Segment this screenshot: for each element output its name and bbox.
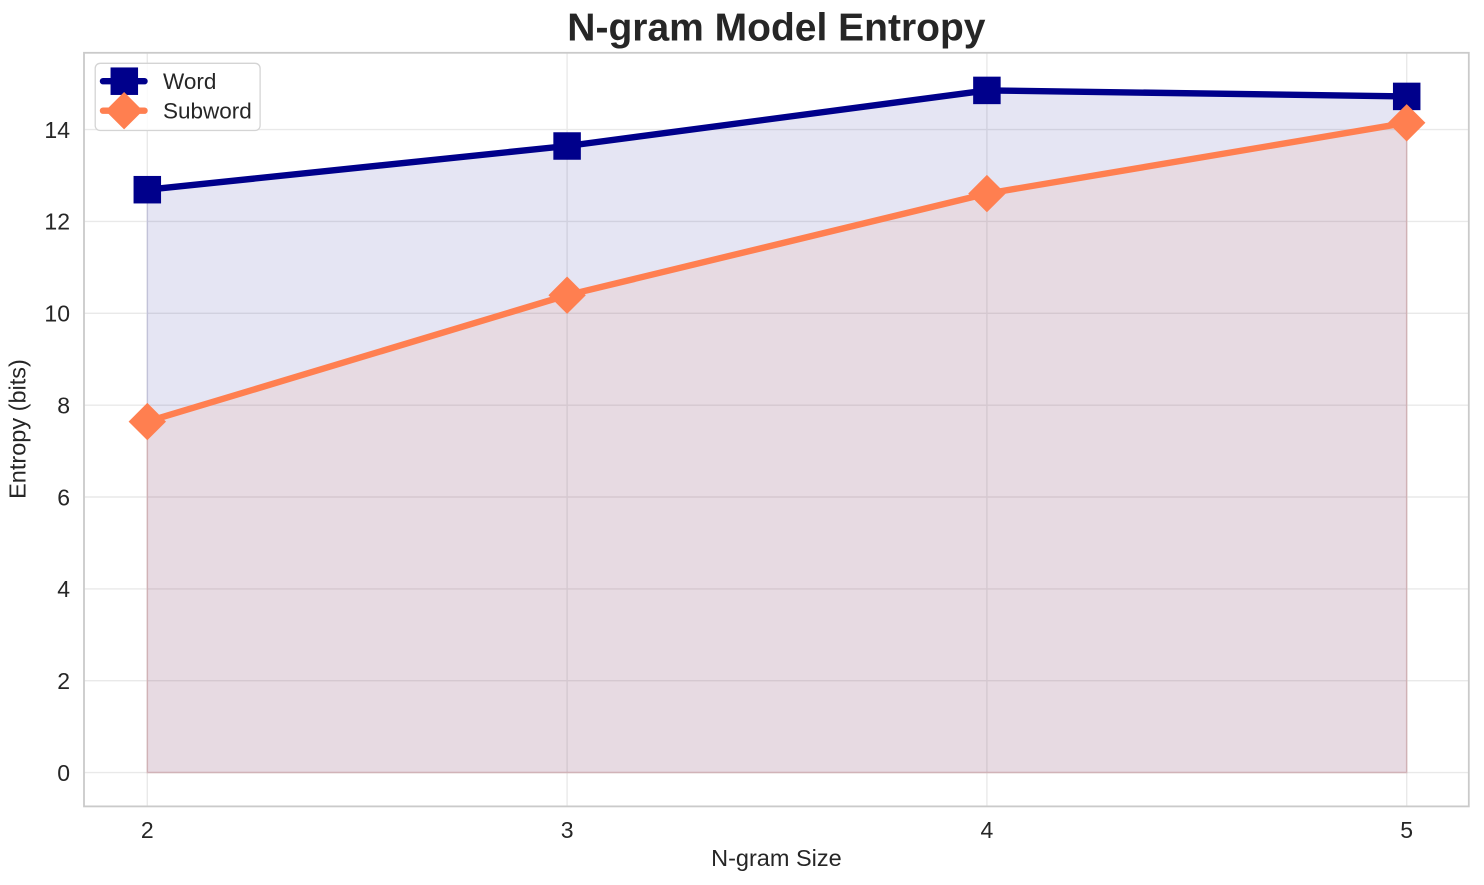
svg-text:5: 5 — [1400, 817, 1413, 843]
svg-text:6: 6 — [57, 484, 70, 510]
svg-text:Subword: Subword — [163, 98, 252, 123]
svg-text:3: 3 — [561, 817, 574, 843]
svg-text:2: 2 — [57, 668, 70, 694]
svg-text:0: 0 — [57, 760, 70, 786]
svg-text:N-gram Size: N-gram Size — [711, 845, 842, 871]
svg-text:12: 12 — [44, 209, 70, 235]
svg-text:Word: Word — [163, 69, 216, 94]
svg-text:2: 2 — [141, 817, 154, 843]
svg-text:8: 8 — [57, 393, 70, 419]
svg-text:10: 10 — [44, 301, 70, 327]
svg-text:Entropy (bits): Entropy (bits) — [4, 359, 30, 499]
svg-text:4: 4 — [981, 817, 994, 843]
svg-text:4: 4 — [57, 576, 70, 602]
svg-text:14: 14 — [44, 117, 70, 143]
svg-text:N-gram Model Entropy: N-gram Model Entropy — [567, 7, 985, 50]
